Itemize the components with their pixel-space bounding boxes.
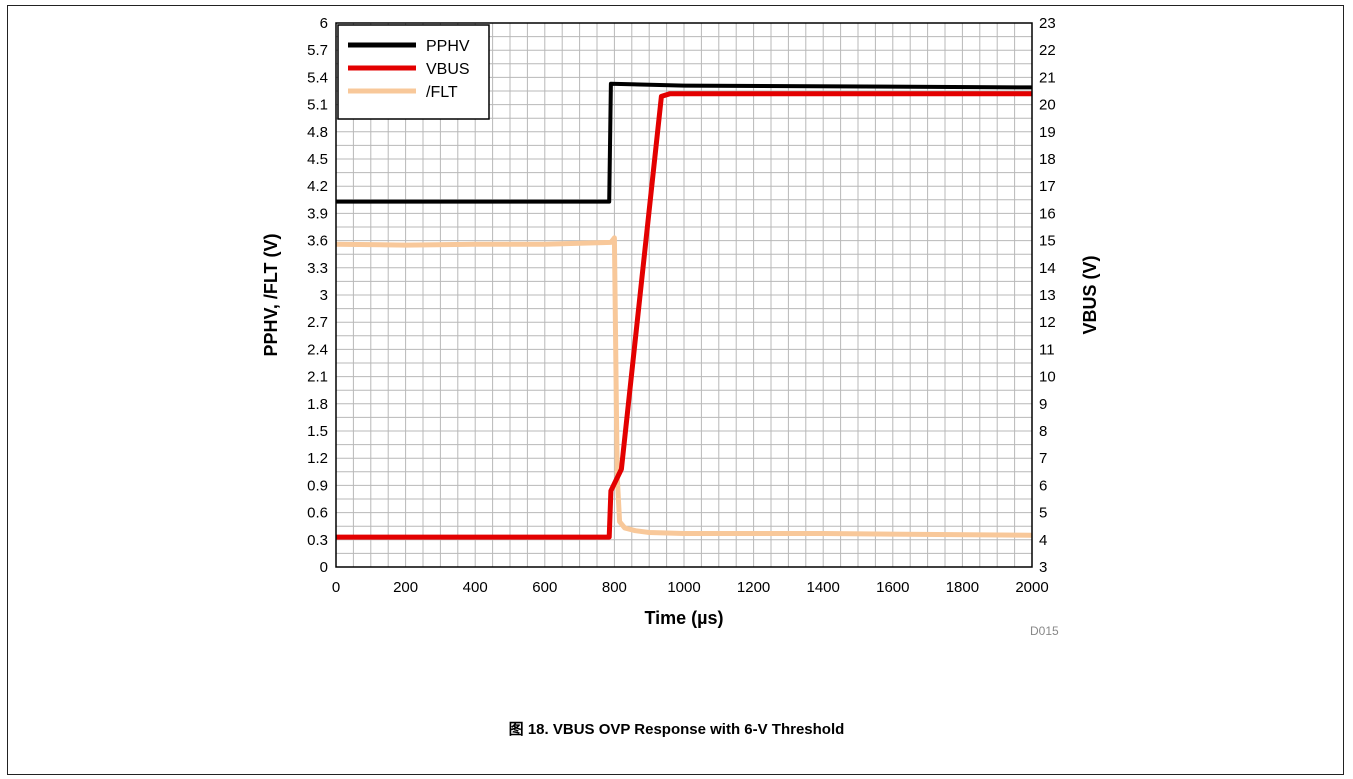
y-right-tick-label: 14 xyxy=(1039,260,1056,277)
y-right-tick-label: 17 xyxy=(1039,178,1056,195)
y-right-tick-label: 9 xyxy=(1039,396,1047,413)
x-tick-label: 0 xyxy=(332,579,340,596)
y-right-tick-label: 4 xyxy=(1039,532,1047,549)
x-tick-label: 1000 xyxy=(667,579,700,596)
y-left-tick-label: 1.8 xyxy=(307,396,328,413)
y-right-tick-label: 5 xyxy=(1039,505,1047,522)
y-right-tick-label: 3 xyxy=(1039,559,1047,576)
figure-caption: 图 18. VBUS OVP Response with 6-V Thresho… xyxy=(508,721,845,738)
y-left-tick-label: 2.4 xyxy=(307,341,328,358)
y-left-axis-title: PPHV, /FLT (V) xyxy=(261,233,281,356)
y-left-tick-label: 1.2 xyxy=(307,450,328,467)
y-left-tick-label: 1.5 xyxy=(307,423,328,440)
x-tick-label: 1800 xyxy=(946,579,979,596)
figure-code: D015 xyxy=(1030,624,1059,638)
x-tick-label: 600 xyxy=(532,579,557,596)
y-left-tick-label: 5.7 xyxy=(307,42,328,59)
y-right-tick-label: 21 xyxy=(1039,69,1056,86)
y-left-tick-label: 3.9 xyxy=(307,205,328,222)
y-left-tick-label: 0.3 xyxy=(307,532,328,549)
y-right-tick-label: 16 xyxy=(1039,205,1056,222)
y-right-tick-label: 12 xyxy=(1039,314,1056,331)
y-right-tick-label: 13 xyxy=(1039,287,1056,304)
x-tick-label: 200 xyxy=(393,579,418,596)
legend-label-flt: /FLT xyxy=(426,84,458,101)
y-left-tick-label: 5.4 xyxy=(307,69,328,86)
x-tick-label: 2000 xyxy=(1015,579,1048,596)
y-right-axis-title: VBUS (V) xyxy=(1080,255,1100,334)
y-right-tick-label: 15 xyxy=(1039,233,1056,250)
y-left-tick-label: 3 xyxy=(320,287,328,304)
y-left-tick-label: 4.2 xyxy=(307,178,328,195)
figure-frame xyxy=(7,5,1344,775)
x-tick-label: 400 xyxy=(463,579,488,596)
y-left-tick-label: 2.7 xyxy=(307,314,328,331)
y-right-tick-label: 22 xyxy=(1039,42,1056,59)
vbus-series-line xyxy=(336,91,1032,540)
legend-label-vbus: VBUS xyxy=(426,61,470,78)
y-left-tick-label: 3.3 xyxy=(307,260,328,277)
y-left-tick-label: 3.6 xyxy=(307,233,328,250)
x-tick-label: 1200 xyxy=(737,579,770,596)
y-left-tick-label: 2.1 xyxy=(307,369,328,386)
y-right-tick-label: 8 xyxy=(1039,423,1047,440)
y-left-tick-label: 6 xyxy=(320,15,328,32)
y-left-tick-label: 5.1 xyxy=(307,97,328,114)
y-right-tick-label: 6 xyxy=(1039,477,1047,494)
x-tick-label: 800 xyxy=(602,579,627,596)
x-axis-title: Time (µs) xyxy=(644,608,723,628)
x-tick-label: 1400 xyxy=(807,579,840,596)
y-left-tick-label: 4.5 xyxy=(307,151,328,168)
y-right-tick-label: 23 xyxy=(1039,15,1056,32)
y-left-tick-label: 0 xyxy=(320,559,328,576)
y-right-tick-label: 20 xyxy=(1039,97,1056,114)
legend-label-pphv: PPHV xyxy=(426,38,470,55)
y-right-tick-label: 11 xyxy=(1039,341,1055,358)
pphv-series-line xyxy=(336,81,1033,204)
y-right-tick-label: 7 xyxy=(1039,450,1047,467)
legend-box xyxy=(337,24,490,120)
y-right-tick-label: 10 xyxy=(1039,369,1056,386)
x-tick-label: 1600 xyxy=(876,579,909,596)
plot-area-border xyxy=(335,22,1033,568)
flt-series-line xyxy=(335,235,1033,538)
y-left-tick-label: 4.8 xyxy=(307,124,328,141)
y-right-tick-label: 18 xyxy=(1039,151,1056,168)
y-left-tick-label: 0.6 xyxy=(307,505,328,522)
y-left-tick-label: 0.9 xyxy=(307,477,328,494)
y-right-tick-label: 19 xyxy=(1039,124,1056,141)
